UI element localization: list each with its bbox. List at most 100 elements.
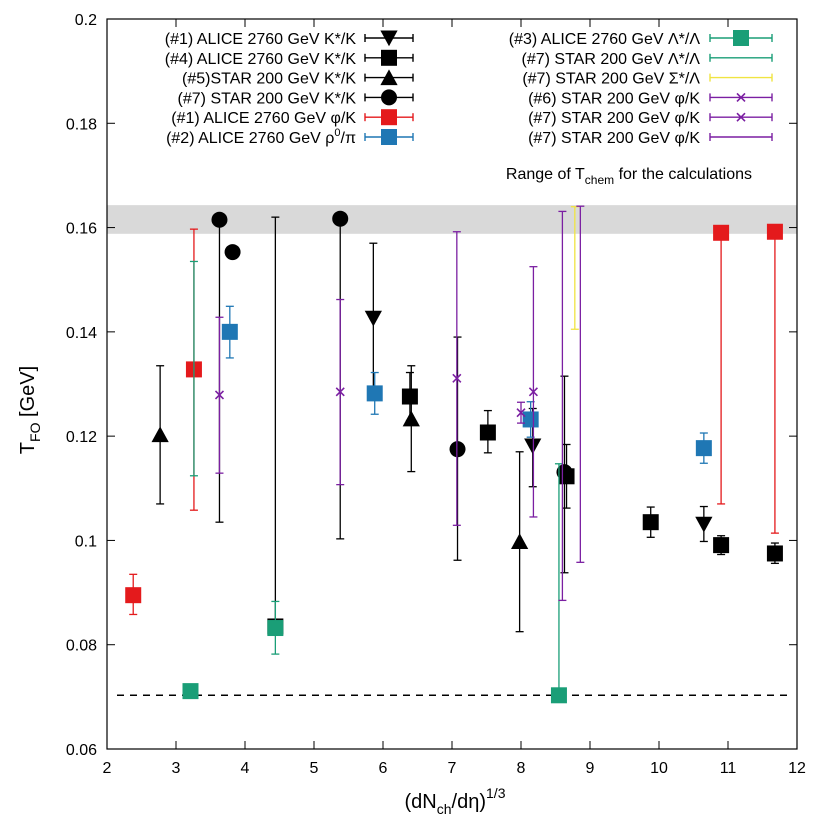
legend-label: (#2) ALICE 2760 GeV ρ0/π (166, 127, 356, 147)
x-axis-label-sub: ch (437, 801, 452, 817)
legend-label-text: (#7) STAR 200 GeV Σ*/Λ (522, 71, 700, 88)
x-axis-label: (dNch/dη)1/3 (405, 785, 506, 817)
marker-cross (528, 387, 538, 397)
legend-label: (#7) STAR 200 GeV Σ*/Λ (522, 71, 700, 88)
legend-label-text: (#2) ALICE 2760 GeV ρ (166, 130, 334, 147)
marker-square (267, 620, 284, 637)
x-tick-label: 7 (448, 760, 457, 777)
series-11 (558, 205, 585, 602)
marker-tri-down (524, 438, 542, 455)
x-tick-label: 6 (379, 760, 388, 777)
legend-entry: (#5)STAR 200 GeV K*/K (182, 69, 414, 88)
data-point (364, 242, 382, 400)
marker-circle (332, 210, 349, 227)
x-tick-label: 3 (172, 760, 181, 777)
marker-square (366, 385, 383, 402)
data-point (550, 463, 567, 704)
data-point (695, 505, 713, 543)
data-points (125, 205, 783, 704)
data-point (189, 260, 198, 477)
data-point (267, 600, 284, 655)
data-point (522, 401, 539, 438)
legend-marker (736, 112, 746, 122)
band-rect (107, 205, 797, 234)
series-5 (221, 305, 712, 464)
y-tick-label: 0.12 (66, 429, 97, 446)
legend-label: (#7) STAR 200 GeV φ/K (528, 110, 700, 127)
y-tick-label: 0.14 (66, 325, 97, 342)
series-2 (151, 365, 529, 633)
chem-range-band (107, 205, 797, 234)
data-point (479, 409, 496, 454)
data-point (642, 506, 659, 538)
legend-label-text: (#5)STAR 200 GeV K*/K (182, 71, 356, 88)
marker-tri-down (695, 516, 713, 533)
data-point (766, 542, 783, 565)
legend-label-text: (#1) ALICE 2760 GeV K*/K (165, 31, 357, 48)
data-point (713, 535, 730, 556)
data-point (449, 336, 466, 561)
legend-label-sup: 0 (334, 127, 340, 139)
band-label-post: for the calculations (614, 166, 752, 183)
y-tick-label: 0.1 (75, 533, 97, 550)
legend-entry: (#3) ALICE 2760 GeV Λ*/Λ (509, 30, 773, 48)
series-6 (182, 463, 567, 704)
legend-label: (#3) ALICE 2760 GeV Λ*/Λ (509, 31, 701, 48)
x-tick-label: 2 (103, 760, 112, 777)
marker-tri-up (510, 533, 529, 549)
legend-marker (381, 89, 397, 106)
legend-label-text: (#7) STAR 200 GeV Λ*/Λ (522, 51, 701, 68)
x-tick-label: 11 (720, 760, 737, 777)
marker-square (766, 223, 783, 240)
data-point (402, 365, 420, 473)
marker-square (766, 545, 783, 562)
marker-circle (211, 211, 228, 228)
legend-label-text: (#1) ALICE 2760 GeV φ/K (171, 110, 356, 127)
x-tick-label: 4 (241, 760, 250, 777)
band-label-sub: chem (585, 173, 614, 187)
legend-label: (#6) STAR 200 GeV φ/K (528, 90, 700, 107)
y-tick-label: 0.18 (66, 116, 97, 133)
legend-entry: (#7) STAR 200 GeV Λ*/Λ (522, 51, 773, 68)
marker-tri-down (364, 310, 382, 327)
data-point (576, 205, 585, 563)
marker-square (713, 224, 730, 241)
band-label: Range of Tchem for the calculations (506, 166, 752, 187)
legend-marker (381, 129, 397, 145)
legend-label: (#7) STAR 200 GeV Λ*/Λ (522, 51, 701, 68)
legend: (#1) ALICE 2760 GeV K*/K (#4) ALICE 2760 … (165, 30, 773, 147)
legend-label: (#5)STAR 200 GeV K*/K (182, 71, 356, 88)
legend-label: (#1) ALICE 2760 GeV K*/K (165, 31, 357, 48)
legend-label-post: /π (341, 130, 356, 147)
marker-circle (449, 441, 466, 458)
marker-square (479, 424, 496, 441)
data-point (695, 432, 712, 464)
marker-circle (224, 244, 241, 261)
marker-cross (335, 387, 345, 397)
data-point (713, 224, 730, 505)
marker-square (182, 683, 199, 700)
legend-label-text: (#4) ALICE 2760 GeV K*/K (165, 51, 357, 68)
marker-square (522, 411, 539, 428)
data-point (401, 371, 418, 422)
data-point (267, 216, 284, 635)
legend-entry: (#7) STAR 200 GeV φ/K (528, 130, 773, 147)
marker-tri-up (151, 426, 169, 443)
legend-marker (733, 30, 749, 46)
marker-square (713, 537, 730, 554)
x-tick-label: 9 (586, 760, 595, 777)
y-tick-label: 0.2 (75, 12, 97, 29)
data-point (224, 244, 241, 261)
y-tick-label: 0.16 (66, 221, 97, 238)
legend-label-text: (#7) STAR 200 GeV φ/K (528, 130, 700, 147)
y-axis-label-sub: FO (27, 422, 43, 442)
legend-label: (#7) STAR 200 GeV K*/K (178, 90, 357, 107)
data-point (366, 371, 383, 415)
data-point (510, 451, 529, 633)
legend-marker (381, 49, 397, 66)
marker-cross (214, 390, 225, 400)
marker-square (695, 440, 712, 457)
y-axis-label: TFO [GeV] (17, 366, 43, 454)
series-7 (189, 260, 198, 477)
